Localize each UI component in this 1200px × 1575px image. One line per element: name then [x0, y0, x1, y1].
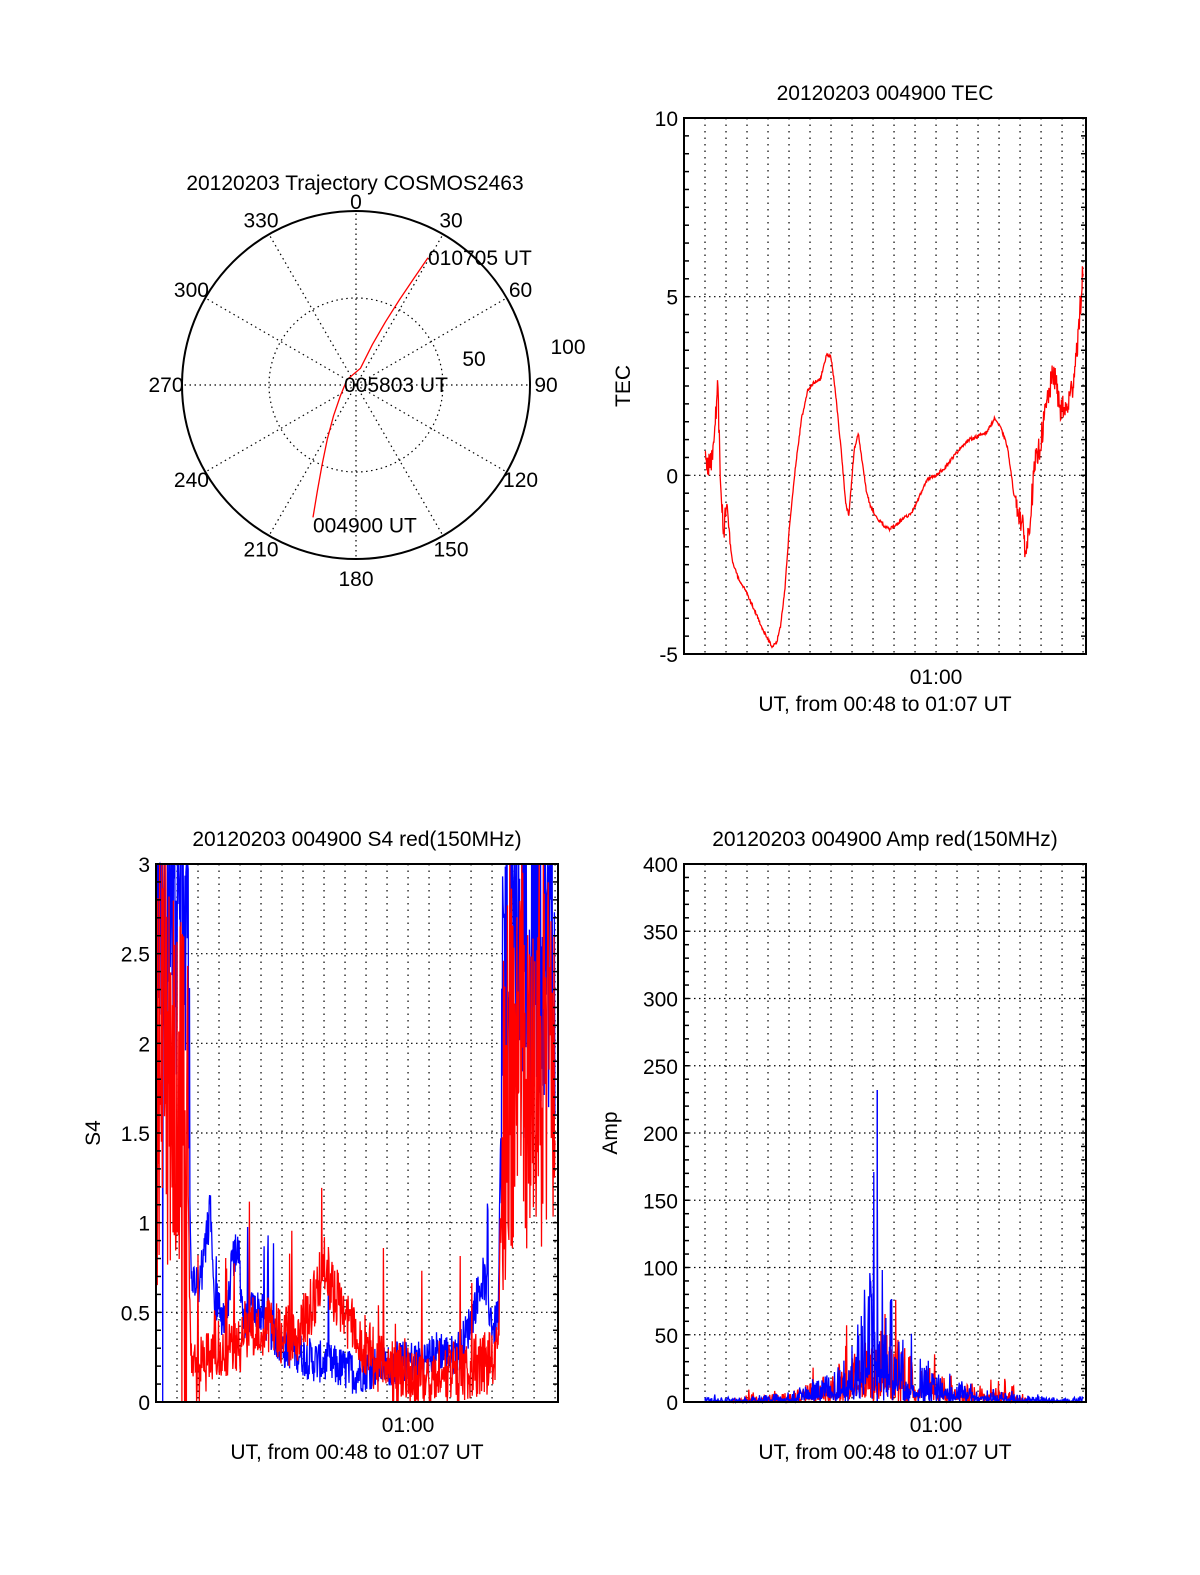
polar-spoke: [268, 384, 357, 536]
plot-frame: [683, 117, 1087, 655]
polar-angle-label: 240: [174, 469, 209, 492]
y-tick-label: 0: [666, 465, 678, 488]
y-axis-label: Amp: [599, 1111, 622, 1154]
polar-radial-label: 100: [550, 336, 585, 359]
x-axis-label: UT, from 00:48 to 01:07 UT: [230, 1441, 483, 1464]
polar-angle-label: 270: [148, 374, 183, 397]
series-red: [155, 863, 556, 1403]
y-tick-label: 100: [643, 1258, 678, 1281]
s4-title: 20120203 004900 S4 red(150MHz): [192, 828, 521, 851]
polar-trajectory-panel: 20120203 Trajectory COSMOS2463 0 30 60 90 12…: [148, 172, 585, 591]
polar-angle-labels: 0 30 60 90 120 150 180 210 240 270 300 330: [148, 191, 557, 591]
y-tick-label: 10: [655, 108, 678, 131]
y-tick-label: 300: [643, 989, 678, 1012]
polar-spoke: [355, 384, 444, 536]
polar-spoke: [355, 234, 444, 386]
series-line-TEC: [704, 266, 1084, 649]
x-axis-label: UT, from 00:48 to 01:07 UT: [758, 1441, 1011, 1464]
y-tick-label: 2.5: [121, 944, 150, 967]
polar-spoke: [268, 234, 357, 386]
y-tick-label: 1.5: [121, 1123, 150, 1146]
y-axis-label: TEC: [612, 365, 635, 407]
grid: [684, 118, 1086, 654]
polar-angle-label: 150: [433, 539, 468, 562]
series-line-blue: [704, 1171, 1084, 1405]
y-tick-label: 1: [138, 1213, 150, 1236]
series-TEC: [704, 266, 1084, 649]
polar-annotation-end: 010705 UT: [428, 247, 532, 270]
y-tick-label: 0: [138, 1392, 150, 1415]
amp-title: 20120203 004900 Amp red(150MHz): [712, 828, 1058, 851]
polar-spoke: [205, 297, 357, 386]
polar-track-line: [312, 257, 429, 518]
s4-panel: 20120203 004900 S4 red(150MHz) 0 0.5 1 1.5 2 2…: [82, 828, 559, 1464]
y-tick-label: 400: [643, 854, 678, 877]
polar-spoke: [355, 384, 507, 473]
series-line-blue: [155, 861, 556, 1403]
tec-panel: 20120203 004900 TEC -5 0 5 10 01:00 UT, from 0…: [612, 82, 1087, 716]
tec-title: 20120203 004900 TEC: [777, 82, 994, 105]
series-blue: [704, 1171, 1084, 1405]
y-tick-label: 350: [643, 921, 678, 944]
polar-angle-label: 180: [338, 568, 373, 591]
polar-annotations: 010705 UT 005803 UT 004900 UT: [313, 247, 532, 538]
polar-radial-labels: 50 100: [462, 336, 585, 371]
polar-angle-label: 330: [243, 209, 278, 232]
polar-grid: [181, 210, 531, 560]
polar-angle-label: 0: [350, 191, 362, 214]
polar-annotation-center: 005803 UT: [344, 374, 448, 397]
series-blue: [155, 861, 556, 1403]
x-tick-label: 01:00: [910, 1414, 963, 1437]
polar-ring-50: [268, 297, 444, 473]
polar-spoke: [355, 297, 507, 386]
polar-angle-label: 60: [509, 279, 532, 302]
polar-angle-label: 210: [243, 539, 278, 562]
y-tick-label: 200: [643, 1123, 678, 1146]
polar-angle-label: 30: [439, 209, 462, 232]
series-line-red: [155, 863, 556, 1403]
y-tick-label: 50: [655, 1325, 678, 1348]
polar-title: 20120203 Trajectory COSMOS2463: [186, 172, 523, 195]
x-tick-label: 01:00: [910, 666, 963, 689]
polar-track: [312, 257, 429, 518]
x-axis-label: UT, from 00:48 to 01:07 UT: [758, 693, 1011, 716]
y-tick-label: 3: [138, 854, 150, 877]
polar-spoke: [205, 384, 357, 473]
polar-angle-label: 90: [534, 374, 557, 397]
y-tick-label: 5: [666, 287, 678, 310]
x-tick-label: 01:00: [382, 1414, 435, 1437]
y-tick-label: 0: [666, 1392, 678, 1415]
polar-radial-label: 50: [462, 348, 485, 371]
y-tick-label: 250: [643, 1056, 678, 1079]
polar-annotation-start: 004900 UT: [313, 514, 417, 537]
polar-outer-ring: [181, 210, 531, 560]
y-tick-label: 2: [138, 1033, 150, 1056]
polar-angle-label: 120: [503, 469, 538, 492]
y-tick-label: -5: [659, 644, 678, 667]
amp-panel: 20120203 004900 Amp red(150MHz) 0 50 100 150…: [599, 828, 1087, 1464]
polar-angle-label: 300: [174, 279, 209, 302]
y-axis-label: S4: [82, 1120, 105, 1146]
y-tick-label: 150: [643, 1190, 678, 1213]
grid: [156, 864, 558, 1402]
y-tick-label: 0.5: [121, 1302, 150, 1325]
